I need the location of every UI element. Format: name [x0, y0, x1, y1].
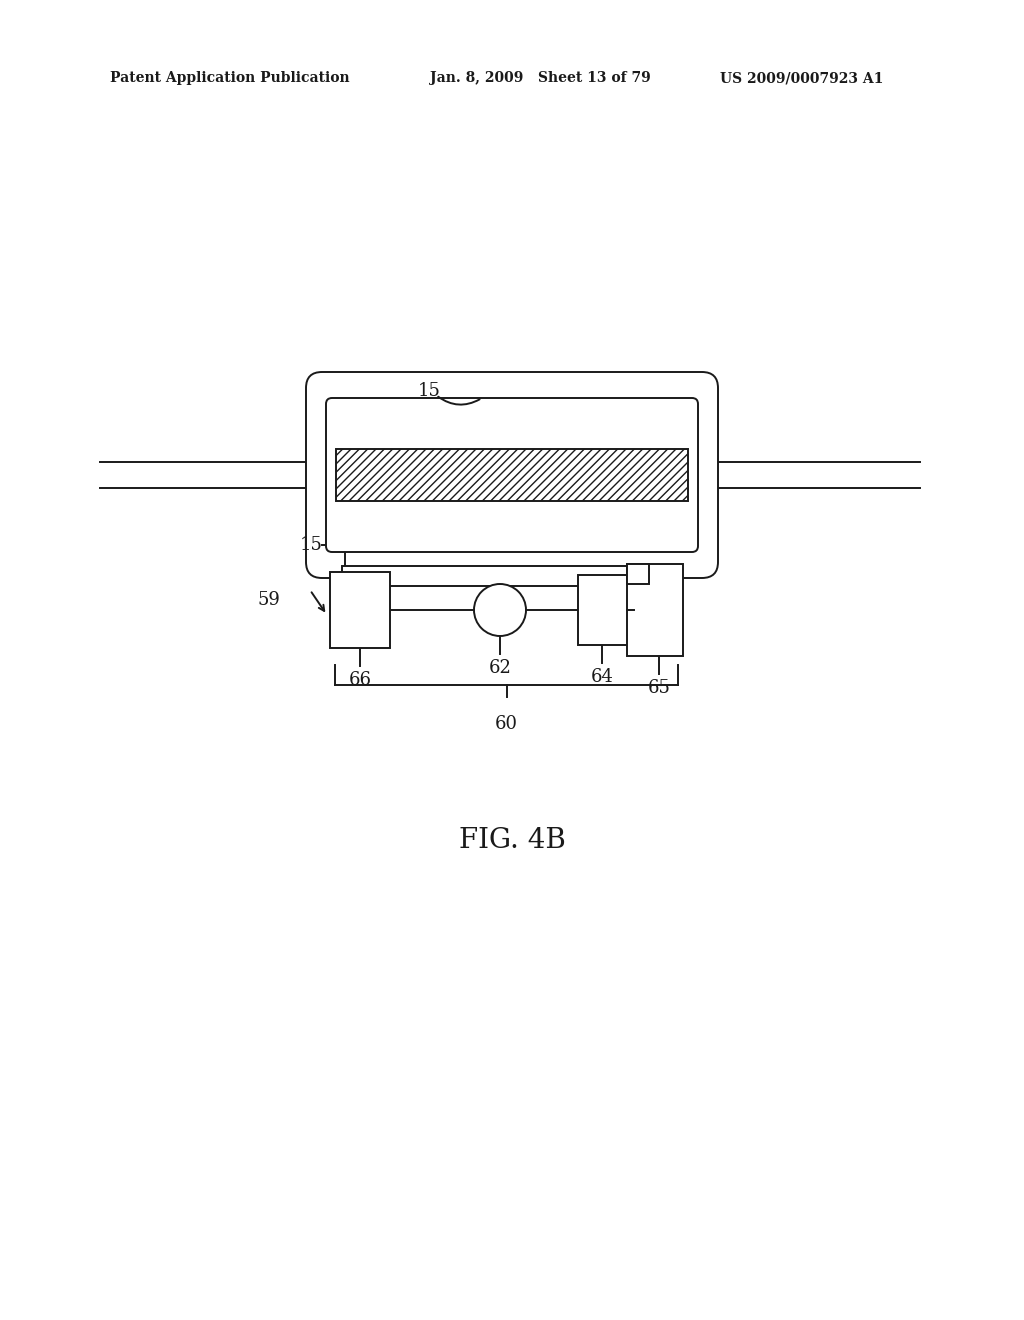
Text: 59: 59	[257, 591, 280, 609]
FancyBboxPatch shape	[306, 372, 718, 578]
Text: Jan. 8, 2009   Sheet 13 of 79: Jan. 8, 2009 Sheet 13 of 79	[430, 71, 650, 84]
Text: Patent Application Publication: Patent Application Publication	[110, 71, 349, 84]
Bar	[342, 566, 682, 586]
FancyBboxPatch shape	[326, 399, 698, 552]
Text: 64: 64	[591, 668, 613, 686]
Text: 66: 66	[348, 671, 372, 689]
Text: 15: 15	[300, 536, 323, 554]
Text: 60: 60	[495, 715, 518, 733]
Text: US 2009/0007923 A1: US 2009/0007923 A1	[720, 71, 884, 84]
Bar	[627, 564, 683, 656]
Bar	[578, 576, 634, 645]
Text: 15: 15	[418, 381, 441, 400]
Bar	[627, 564, 649, 583]
Bar	[336, 449, 688, 502]
Text: 62: 62	[488, 659, 511, 677]
Text: 65: 65	[647, 678, 671, 697]
Bar	[330, 572, 390, 648]
Circle shape	[474, 583, 526, 636]
Text: FIG. 4B: FIG. 4B	[459, 826, 565, 854]
